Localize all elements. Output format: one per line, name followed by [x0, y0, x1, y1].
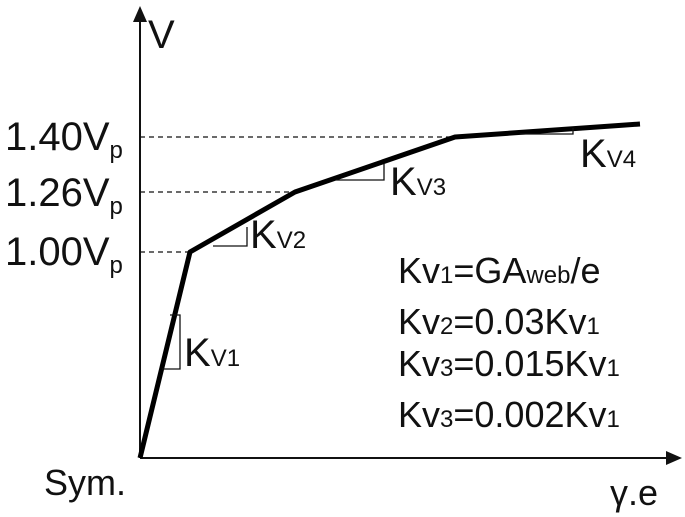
y-tick-140: 1.40Vp	[5, 115, 123, 164]
equation-3: Kv3=0.015Kv1	[398, 343, 620, 384]
label-kv2: KV2	[250, 213, 306, 257]
equation-2: Kv2=0.03Kv1	[398, 301, 600, 342]
y-axis-label: V	[148, 13, 175, 57]
label-kv4: KV4	[580, 132, 636, 176]
y-tick-126: 1.26Vp	[5, 171, 123, 220]
label-kv3: KV3	[390, 160, 446, 204]
label-kv1: KV1	[184, 331, 240, 375]
equation-1: Kv1=GAweb/e	[398, 250, 600, 291]
slope-marker-kv4	[520, 128, 574, 135]
slope-marker-kv2	[213, 227, 248, 247]
origin-label: Sym.	[44, 462, 126, 503]
shear-curve	[137, 121, 641, 459]
equation-4: Kv3=0.002Kv1	[398, 394, 620, 435]
y-tick-100: 1.00Vp	[5, 230, 123, 279]
y-axis-arrow-icon	[133, 6, 147, 22]
x-axis-label: γ.e	[610, 472, 658, 513]
slope-marker-kv3	[336, 164, 385, 181]
slope-marker-kv1	[162, 314, 181, 370]
x-axis-arrow-icon	[666, 451, 682, 465]
